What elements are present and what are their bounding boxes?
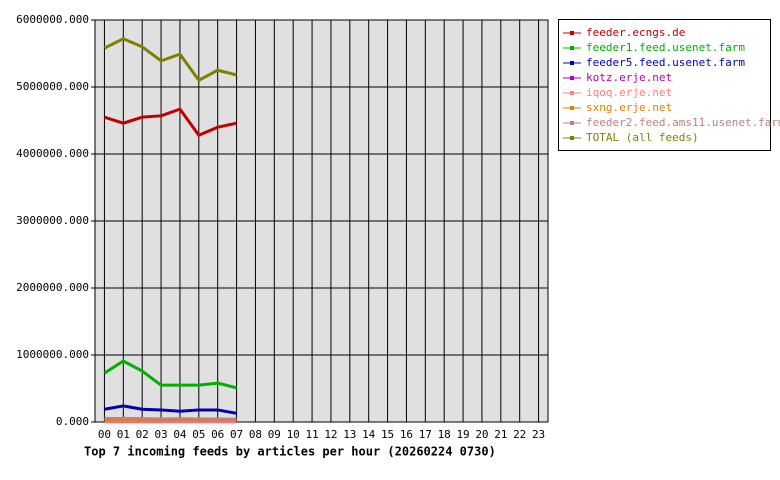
series-line: [104, 404, 237, 415]
x-tick-label: 03: [154, 428, 167, 441]
legend-label: feeder.ecngs.de: [586, 26, 685, 39]
legend-label: kotz.erje.net: [586, 71, 672, 84]
x-tick-label: 15: [381, 428, 394, 441]
x-tick-label: 16: [400, 428, 413, 441]
y-tick-label: 0.000: [56, 415, 89, 428]
legend-box: [558, 19, 771, 151]
legend-marker: [570, 76, 574, 80]
x-tick-label: 12: [324, 428, 337, 441]
x-tick-label: 04: [173, 428, 187, 441]
x-tick-label: 01: [117, 428, 130, 441]
x-tick-label: 22: [513, 428, 526, 441]
legend-marker: [570, 46, 574, 50]
y-tick-label: 2000000.000: [16, 281, 89, 294]
x-tick-label: 19: [456, 428, 469, 441]
legend-label: feeder2.feed.ams11.usenet.farm: [586, 116, 780, 129]
x-tick-label: 07: [230, 428, 243, 441]
legend-marker: [570, 106, 574, 110]
legend-label: TOTAL (all feeds): [586, 131, 699, 144]
x-tick-label: 14: [362, 428, 376, 441]
legend-marker: [570, 121, 574, 125]
y-tick-label: 1000000.000: [16, 348, 89, 361]
legend-marker: [570, 91, 574, 95]
x-tick-label: 20: [475, 428, 488, 441]
series-line: [103, 107, 237, 137]
series-line: [103, 37, 237, 82]
x-tick-label: 21: [494, 428, 507, 441]
x-tick-label: 10: [287, 428, 300, 441]
x-tick-label: 09: [268, 428, 281, 441]
y-tick-label: 4000000.000: [16, 147, 89, 160]
legend-marker: [570, 61, 574, 65]
legend-marker: [570, 136, 574, 140]
x-tick-label: 06: [211, 428, 224, 441]
y-tick-label: 6000000.000: [16, 13, 89, 26]
x-tick-label: 17: [419, 428, 432, 441]
x-tick-label: 08: [249, 428, 262, 441]
y-tick-label: 5000000.000: [16, 80, 89, 93]
legend-label: iqoq.erje.net: [586, 86, 672, 99]
legend-label: feeder5.feed.usenet.farm: [586, 56, 745, 69]
y-tick-label: 3000000.000: [16, 214, 89, 227]
series-line: [104, 416, 237, 421]
chart-title: Top 7 incoming feeds by articles per hou…: [84, 445, 496, 459]
x-tick-label: 23: [532, 428, 545, 441]
legend-label: feeder1.feed.usenet.farm: [586, 41, 745, 54]
x-tick-label: 18: [438, 428, 451, 441]
legend-marker: [570, 31, 574, 35]
x-tick-label: 13: [343, 428, 356, 441]
x-tick-label: 11: [305, 428, 318, 441]
plot-frame: [94, 19, 549, 423]
series-line: [103, 359, 237, 390]
x-tick-label: 00: [98, 428, 111, 441]
legend-label: sxng.erje.net: [586, 101, 672, 114]
x-tick-label: 02: [136, 428, 149, 441]
x-tick-label: 05: [192, 428, 205, 441]
